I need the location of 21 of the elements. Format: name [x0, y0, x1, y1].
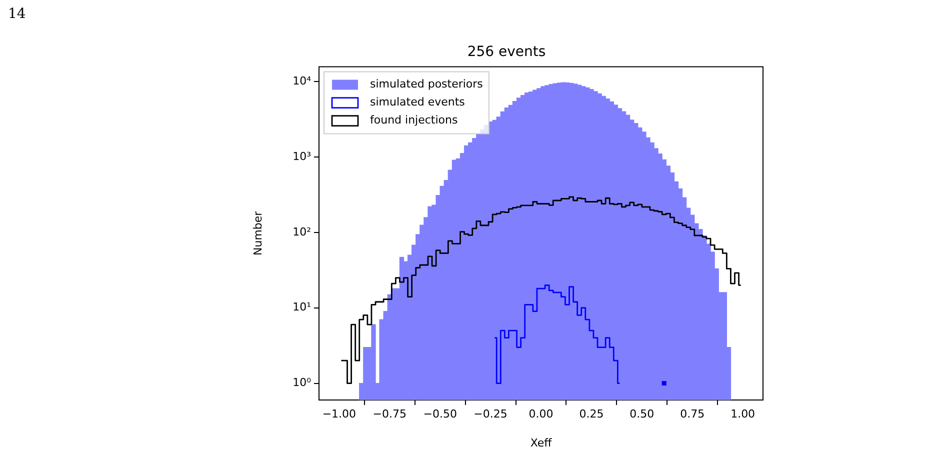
legend-label: simulated posteriors	[370, 78, 484, 91]
x-axis-title: Xeff	[530, 436, 552, 450]
chart-title: 256 events	[467, 44, 546, 60]
y-tick-label: 10⁴	[292, 74, 312, 88]
x-tick-label: 0.50	[630, 407, 654, 420]
y-axis-title: Number	[251, 210, 264, 256]
legend-label: simulated events	[370, 96, 466, 109]
y-tick-label: 10³	[292, 150, 311, 163]
x-tick-label: 0.75	[680, 407, 705, 420]
text: 14	[8, 6, 26, 22]
x-tick-label: 0.25	[579, 407, 604, 420]
legend-label: found injections	[370, 114, 458, 127]
y-tick-label: 10¹	[292, 300, 311, 314]
y-tick-label: 10⁰	[292, 376, 312, 390]
x-tick-label: −0.25	[474, 407, 508, 420]
x-tick-label: 0.00	[528, 407, 554, 420]
x-tick-label: −0.75	[372, 407, 406, 420]
y-tick-label: 10²	[292, 225, 311, 238]
x-tick-label: 1.00	[730, 407, 756, 420]
x-tick-label: −1.00	[322, 407, 356, 420]
x-tick-label: −0.50	[423, 407, 457, 420]
